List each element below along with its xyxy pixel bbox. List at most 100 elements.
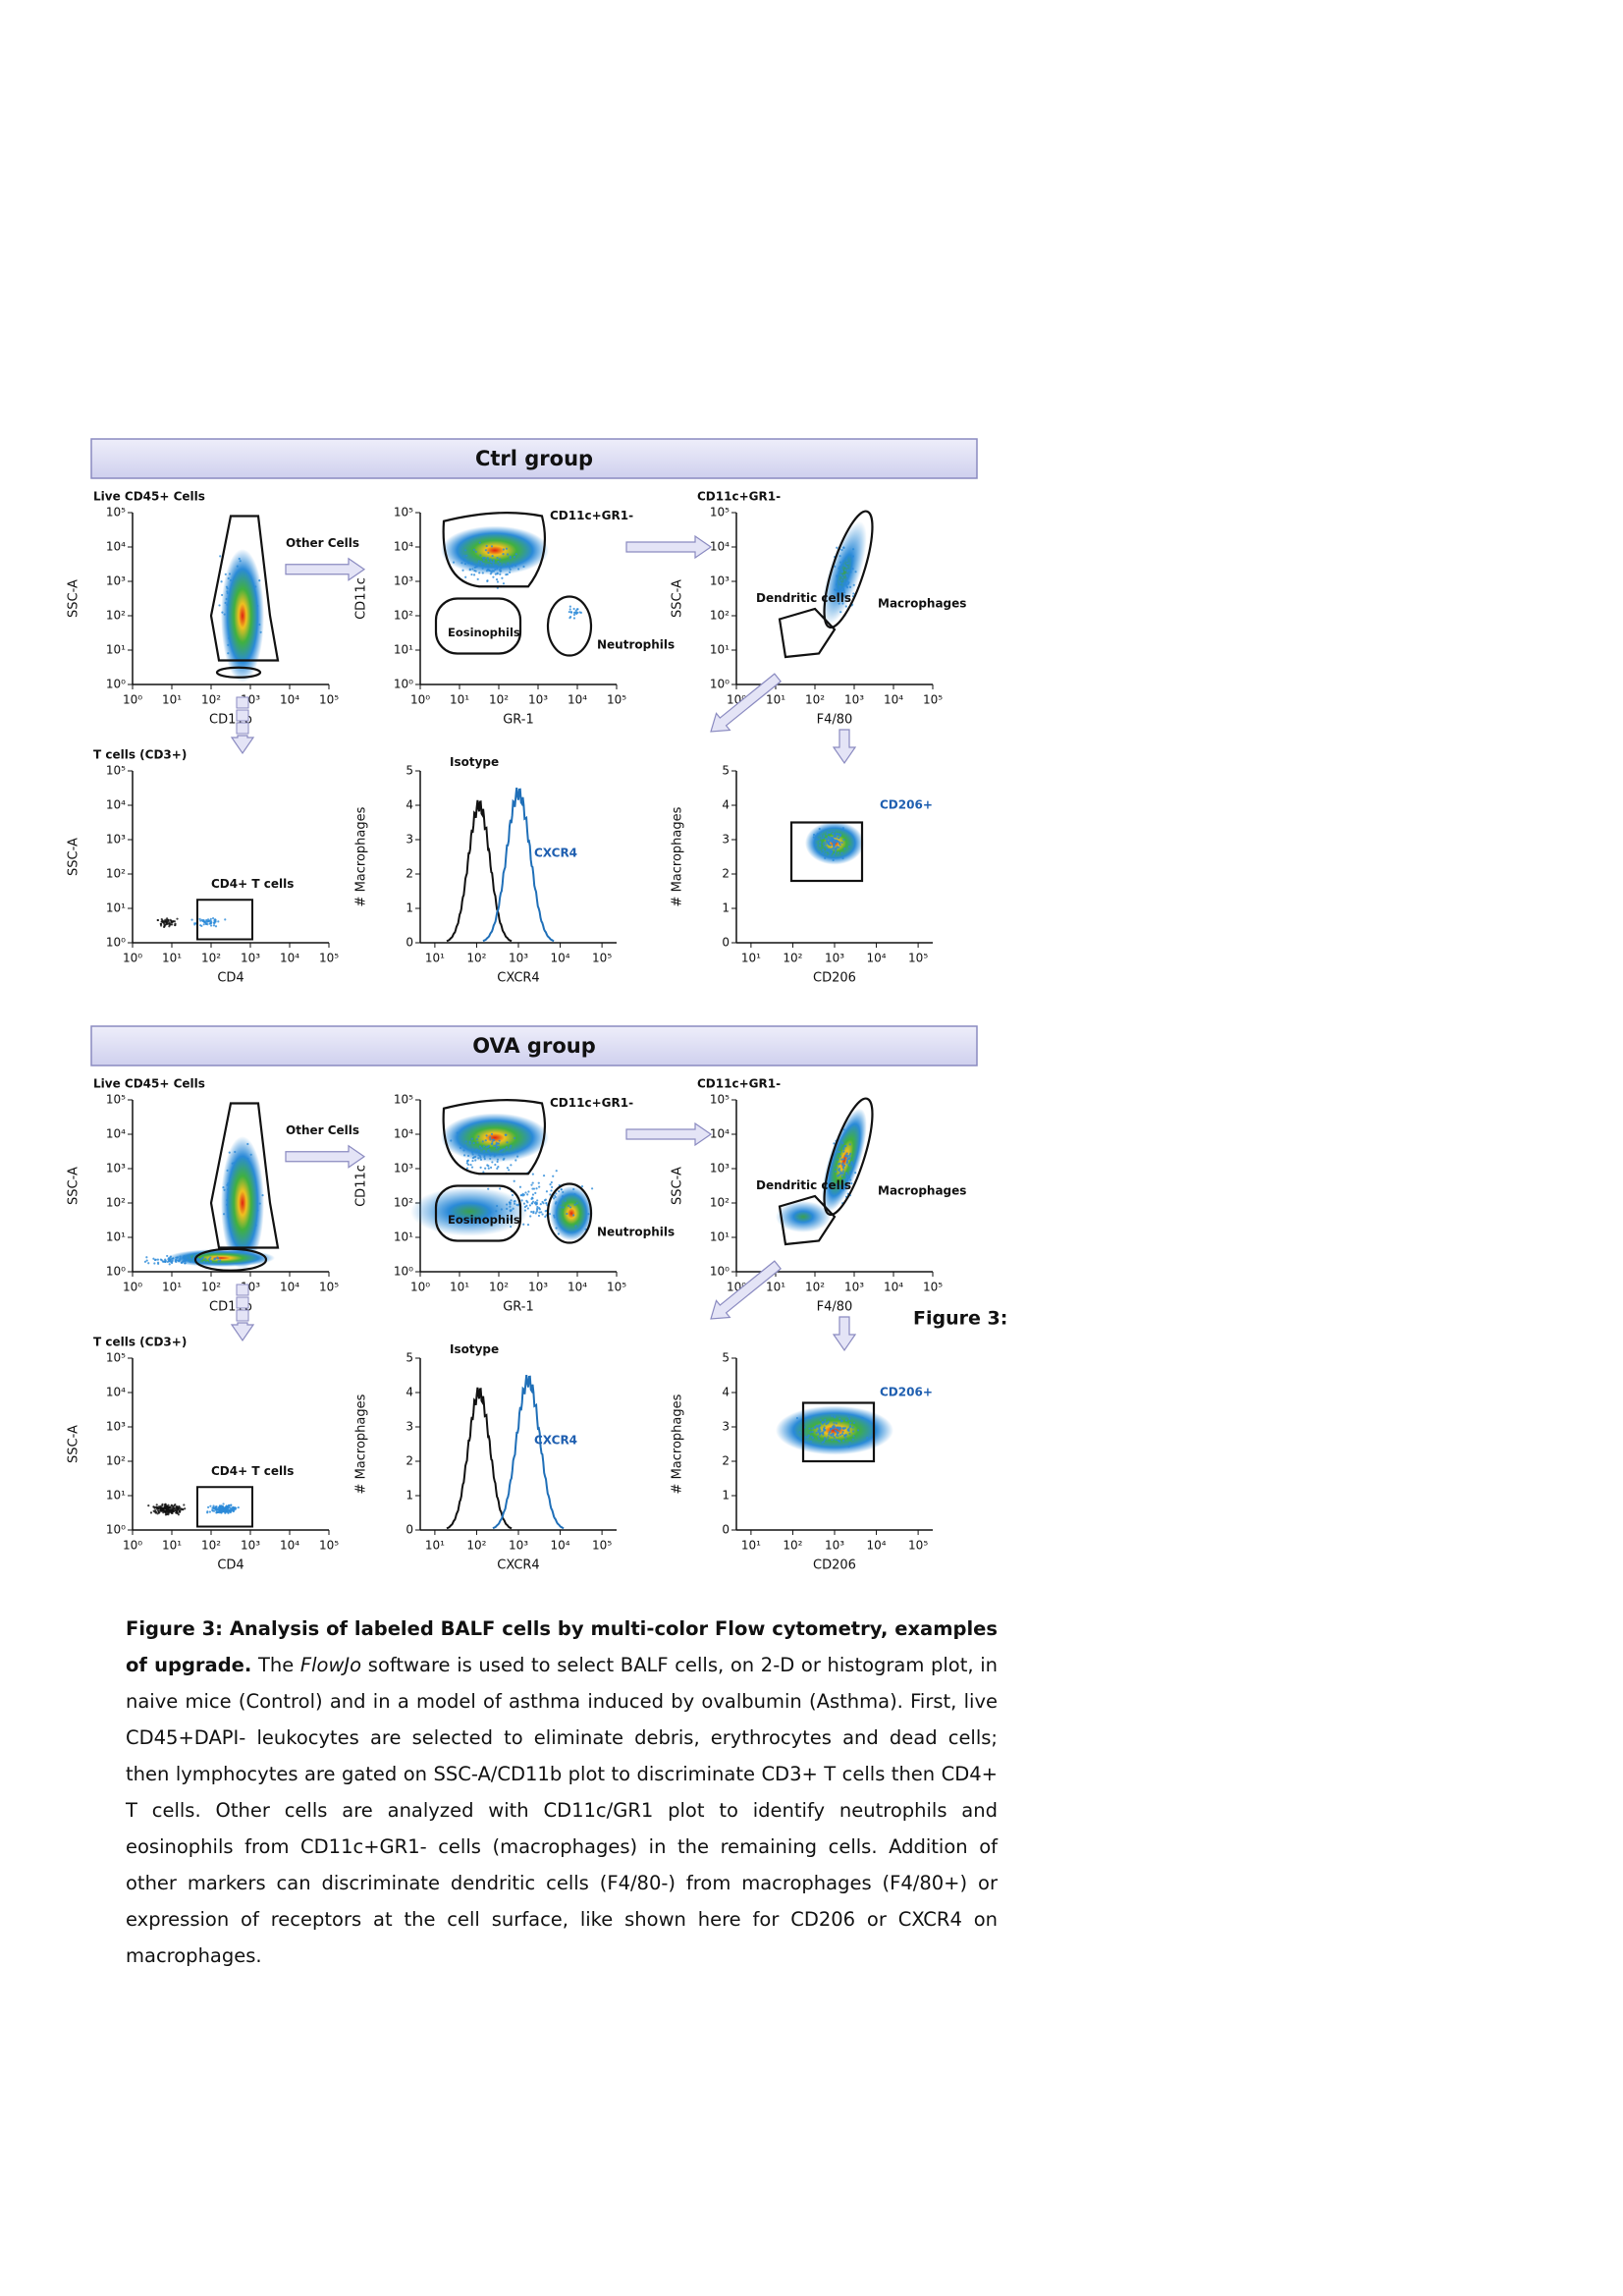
event-dot (490, 1142, 493, 1145)
y-tick-label: 4 (722, 798, 730, 812)
event-dot (807, 1434, 810, 1437)
gate-label: Macrophages (878, 596, 966, 610)
event-dot (463, 558, 466, 561)
event-dot (193, 1253, 196, 1256)
event-dot (171, 923, 174, 926)
y-tick-label: 10¹ (394, 1230, 413, 1244)
event-dot (479, 1158, 483, 1161)
y-axis-label: SSC-A (67, 838, 81, 876)
event-dot (849, 1152, 852, 1155)
event-dot (531, 1173, 534, 1175)
event-dot (463, 1144, 466, 1147)
event-dot (482, 563, 485, 566)
event-dot (844, 1172, 848, 1175)
event-dot (534, 1191, 537, 1194)
y-tick-label: 10¹ (106, 643, 126, 657)
event-dot (842, 1178, 845, 1181)
event-dot (478, 572, 481, 574)
event-dot (819, 841, 822, 844)
event-dot (541, 1213, 544, 1216)
event-dot (832, 847, 835, 850)
event-dot (493, 1155, 496, 1158)
event-dot (514, 553, 517, 556)
event-dot (218, 1505, 221, 1508)
event-dot (479, 1166, 482, 1169)
event-dot (824, 1418, 827, 1421)
event-dot (535, 1201, 538, 1205)
event-dot (189, 1257, 191, 1260)
event-dot (838, 567, 840, 570)
event-dot (572, 1187, 575, 1191)
event-dot (167, 1509, 170, 1512)
x-tick-label: 10⁵ (908, 952, 928, 965)
y-tick-label: 10³ (106, 1162, 126, 1175)
event-dot (842, 1128, 845, 1131)
event-dot (489, 1166, 493, 1170)
y-tick-label: 10⁴ (106, 1127, 126, 1141)
event-dot (851, 548, 855, 551)
event-dot (495, 1147, 498, 1150)
event-dot (830, 1434, 833, 1437)
event-dot (840, 841, 843, 845)
event-dot (224, 1510, 227, 1513)
event-dot (205, 920, 208, 923)
event-dot (179, 1255, 182, 1258)
event-dot (473, 566, 476, 570)
gate (196, 899, 253, 941)
event-dot (831, 840, 834, 843)
x-axis-label: F4/80 (817, 713, 853, 728)
gate (546, 595, 593, 657)
event-dot (466, 562, 470, 565)
event-dot (464, 1146, 467, 1149)
event-dot (461, 569, 464, 572)
event-dot (465, 1162, 468, 1165)
event-dot (848, 1165, 851, 1168)
x-tick-label: 10⁵ (319, 1539, 339, 1553)
density (221, 549, 264, 683)
arrow (230, 735, 255, 755)
event-dot (839, 1150, 841, 1154)
y-tick-label: 1 (406, 1489, 413, 1503)
event-dot (486, 557, 489, 560)
histogram (446, 799, 513, 943)
density (550, 1185, 593, 1241)
group-title: Ctrl group (475, 447, 593, 470)
event-dot (219, 1259, 222, 1262)
event-dot (170, 1503, 173, 1506)
event-dot (512, 1207, 514, 1210)
event-dot (843, 591, 846, 594)
event-dot (819, 1418, 822, 1422)
event-dot (825, 846, 828, 848)
event-dot (491, 1161, 494, 1164)
event-dot (164, 1503, 167, 1505)
gate-label: CXCR4 (534, 1434, 577, 1448)
x-axis-label: F4/80 (817, 1300, 853, 1315)
event-dot (489, 1157, 492, 1161)
event-dot (188, 1255, 190, 1258)
caption: Figure 3: Analysis of labeled BALF cells… (126, 1611, 998, 1974)
event-dot (849, 1178, 852, 1181)
event-dot (153, 1262, 156, 1265)
x-tick-label: 10¹ (162, 1539, 182, 1553)
event-dot (506, 1167, 510, 1170)
event-dot (560, 1188, 563, 1191)
event-dot (497, 1166, 500, 1169)
event-dot (512, 563, 514, 566)
event-dot (209, 917, 212, 920)
gate (778, 1194, 837, 1246)
x-tick-label: 10⁰ (123, 952, 142, 965)
event-dot (143, 1260, 147, 1263)
event-dot (152, 1505, 155, 1508)
event-dot (844, 1144, 847, 1148)
event-dot (818, 1424, 821, 1427)
event-dot (537, 1181, 540, 1184)
y-tick-label: 10¹ (106, 1230, 126, 1244)
event-dot (181, 1261, 184, 1264)
event-dot (470, 1137, 473, 1140)
y-tick-label: 10⁵ (106, 1093, 126, 1107)
event-dot (166, 1260, 170, 1264)
event-dot (509, 1205, 512, 1208)
x-tick-label: 10³ (509, 1539, 528, 1553)
event-dot (477, 1135, 480, 1138)
event-dot (167, 920, 170, 923)
